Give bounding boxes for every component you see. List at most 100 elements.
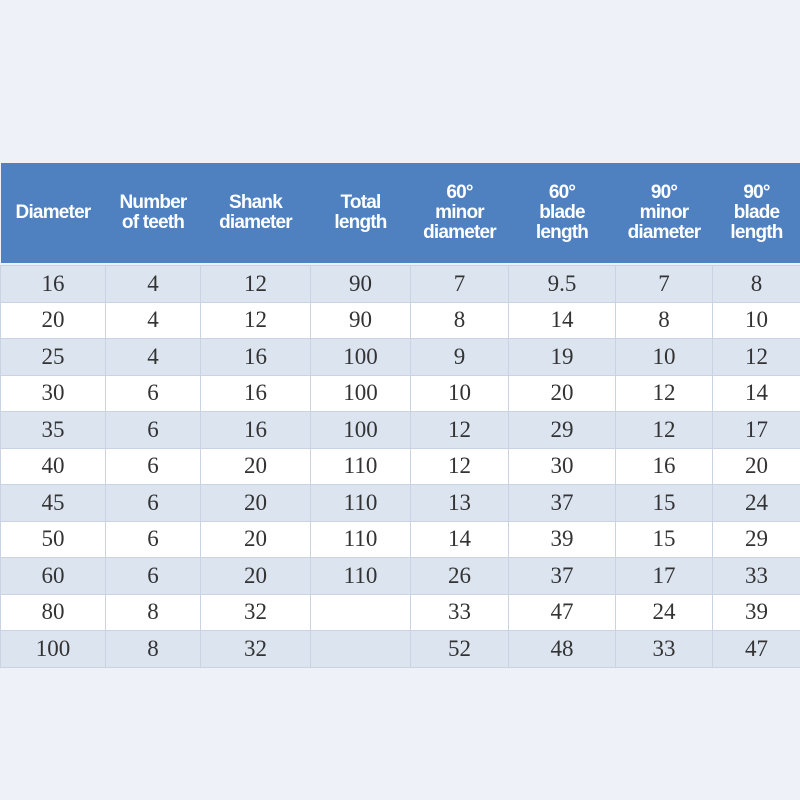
table-cell: 9: [410, 338, 509, 376]
table-cell: 13: [410, 484, 509, 522]
column-header: 60° minor diameter: [410, 163, 509, 263]
header-line: minor: [639, 202, 690, 223]
table-cell: 110: [310, 447, 411, 485]
table-cell: 8: [105, 630, 201, 668]
table-row: 35 6 16 100 12 29 12 17: [0, 411, 800, 449]
table-cell: 10: [615, 338, 713, 376]
column-header: Shank diameter: [200, 163, 311, 263]
table-cell: 8: [410, 301, 509, 339]
header-line: length: [535, 222, 589, 243]
table-cell: 25: [0, 338, 106, 376]
header-line: length: [730, 222, 783, 243]
header-line: blade: [539, 202, 585, 223]
table-cell: 45: [0, 484, 106, 522]
table-cell: 35: [0, 411, 106, 449]
header-line: Number: [119, 192, 188, 213]
table-row: 60 6 20 110 26 37 17 33: [0, 557, 800, 595]
header-line: 90°: [743, 182, 770, 203]
table-cell: 60: [0, 557, 106, 595]
table-cell: 20: [200, 447, 311, 485]
table-cell: 30: [508, 447, 616, 485]
table-cell: 26: [410, 557, 509, 595]
table-row: 20 4 12 90 8 14 8 10: [0, 301, 800, 339]
table-cell: 17: [615, 557, 713, 595]
header-line: 60°: [446, 182, 473, 203]
table-cell: 33: [712, 557, 800, 595]
table-cell: 14: [712, 374, 800, 412]
column-header: 60° blade length: [508, 163, 616, 263]
table-cell: 19: [508, 338, 616, 376]
table-cell: 16: [200, 338, 311, 376]
table-cell: 12: [410, 411, 509, 449]
table-cell: 110: [310, 520, 411, 558]
spacer: [0, 263, 800, 266]
table-cell: 8: [615, 301, 713, 339]
table-cell: 33: [410, 593, 509, 631]
spec-table: Diameter Number of teeth Shank diameter Total…: [0, 163, 800, 668]
table-cell: 6: [105, 557, 201, 595]
header-line: 90°: [650, 182, 678, 203]
table-cell: 16: [615, 447, 713, 485]
table-cell: 6: [105, 374, 201, 412]
table-cell: 100: [0, 630, 106, 668]
header-line: Total: [340, 192, 382, 213]
table-row: 16 4 12 90 7 9.5 7 8: [0, 265, 800, 303]
table-cell: 20: [712, 447, 800, 485]
table-cell: [310, 593, 411, 631]
table-cell: 20: [508, 374, 616, 412]
header-line: diameter: [423, 222, 497, 243]
table-cell: 39: [712, 593, 800, 631]
table-cell: 14: [410, 520, 509, 558]
table-cell: 8: [105, 593, 201, 631]
table-cell: 4: [105, 265, 201, 303]
table-cell: 110: [310, 484, 411, 522]
table-cell: 32: [200, 630, 311, 668]
table-cell: 29: [712, 520, 800, 558]
table-cell: 24: [615, 593, 713, 631]
table-cell: 100: [310, 374, 411, 412]
table-cell: 100: [310, 411, 411, 449]
table-cell: 52: [410, 630, 509, 668]
table-cell: 16: [200, 411, 311, 449]
table-cell: [310, 630, 411, 668]
table-row: 30 6 16 100 10 20 12 14: [0, 374, 800, 412]
table-cell: 17: [712, 411, 800, 449]
table-row: 25 4 16 100 9 19 10 12: [0, 338, 800, 376]
table-cell: 110: [310, 557, 411, 595]
table-cell: 6: [105, 411, 201, 449]
column-header: Diameter: [0, 163, 106, 263]
header-line: diameter: [219, 212, 293, 233]
table-cell: 10: [712, 301, 800, 339]
table-cell: 15: [615, 520, 713, 558]
table-cell: 8: [712, 265, 800, 303]
table-cell: 20: [200, 557, 311, 595]
table-body: 16 4 12 90 7 9.5 7 8 20 4 12 90 8 14 8 10 25 4 16 100 9 19 10 1…: [0, 263, 800, 668]
table-cell: 12: [410, 447, 509, 485]
table-cell: 16: [200, 374, 311, 412]
header-line: blade: [733, 202, 780, 223]
table-cell: 10: [410, 374, 509, 412]
spacer-cell: [0, 263, 800, 266]
header-line: minor: [435, 202, 485, 223]
header-line: of teeth: [121, 212, 185, 233]
table-cell: 6: [105, 447, 201, 485]
header-line: Diameter: [15, 202, 92, 223]
table-cell: 6: [105, 484, 201, 522]
table-cell: 30: [0, 374, 106, 412]
table-cell: 47: [508, 593, 616, 631]
table-cell: 16: [0, 265, 106, 303]
table-cell: 12: [615, 411, 713, 449]
table-cell: 12: [712, 338, 800, 376]
header-line: 60°: [548, 182, 576, 203]
table-cell: 7: [615, 265, 713, 303]
table-row: 45 6 20 110 13 37 15 24: [0, 484, 800, 522]
table-cell: 40: [0, 447, 106, 485]
table-cell: 33: [615, 630, 713, 668]
table-cell: 20: [200, 484, 311, 522]
table-row: 100 8 32 52 48 33 47: [0, 630, 800, 668]
table-cell: 6: [105, 520, 201, 558]
column-header: 90° blade length: [712, 163, 800, 263]
table-cell: 4: [105, 338, 201, 376]
table-cell: 100: [310, 338, 411, 376]
table-cell: 20: [200, 520, 311, 558]
